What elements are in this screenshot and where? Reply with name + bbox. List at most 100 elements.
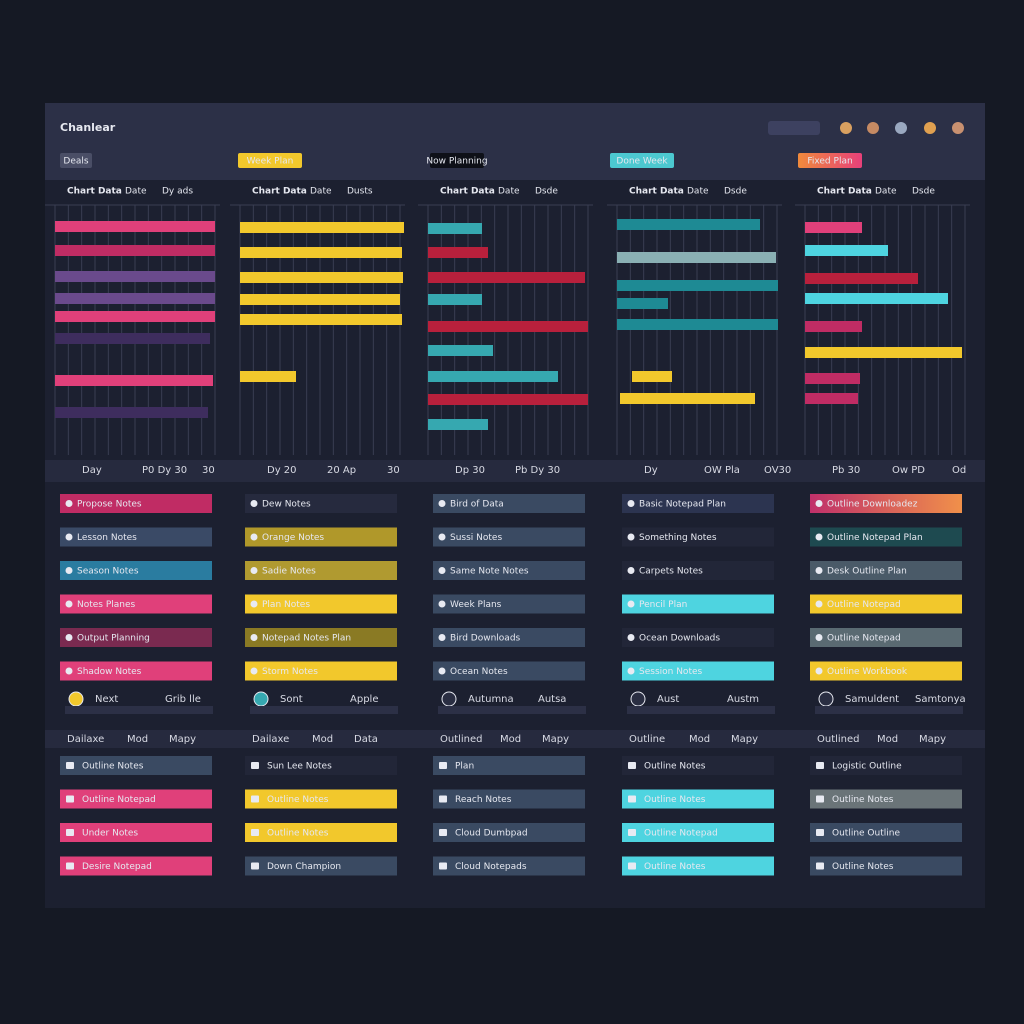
tab[interactable] — [610, 153, 674, 168]
item-label: Reach Notes — [455, 795, 512, 805]
task-card[interactable] — [810, 561, 962, 580]
axis-label: Pb 30 — [832, 465, 860, 476]
timeline-bar — [805, 393, 858, 404]
item-card[interactable] — [810, 823, 962, 842]
timeline-bar — [240, 294, 400, 305]
task-icon — [438, 533, 446, 541]
task-card[interactable] — [60, 594, 212, 614]
item-card[interactable] — [245, 856, 397, 876]
task-card[interactable] — [622, 661, 774, 681]
task-card[interactable] — [245, 561, 397, 580]
footer-label[interactable]: Samtonya — [915, 694, 966, 705]
view-toggle[interactable] — [768, 121, 820, 135]
item-icon — [251, 795, 259, 803]
footer-label[interactable]: Samuldent — [845, 694, 899, 705]
footer-label[interactable]: Austm — [727, 694, 759, 705]
timeline-bar — [617, 252, 776, 263]
item-card[interactable] — [245, 789, 397, 809]
timeline-bar — [428, 272, 585, 283]
item-label: Cloud Dumbpad — [455, 829, 528, 839]
task-icon — [627, 500, 635, 507]
item-label: Sun Lee Notes — [267, 762, 332, 772]
task-card[interactable] — [622, 628, 774, 647]
task-card[interactable] — [245, 527, 397, 547]
item-label: Desire Notepad — [82, 862, 152, 872]
tab[interactable] — [430, 153, 484, 168]
footer-label[interactable]: Apple — [350, 694, 378, 705]
item-card[interactable] — [810, 789, 962, 809]
item-card[interactable] — [433, 823, 585, 842]
column-heading: Dsde — [912, 187, 935, 197]
item-card[interactable] — [245, 756, 397, 775]
task-card[interactable] — [433, 661, 585, 681]
footer-label[interactable]: Autsa — [538, 694, 566, 705]
footer-label[interactable]: Sont — [280, 694, 303, 705]
tab[interactable] — [60, 153, 92, 168]
item-card[interactable] — [60, 789, 212, 809]
item-label: Outline Notepad — [644, 829, 718, 839]
task-card[interactable] — [810, 527, 962, 547]
task-card[interactable] — [810, 661, 962, 681]
task-card[interactable] — [245, 494, 397, 513]
tab[interactable] — [798, 153, 862, 168]
avatar[interactable] — [867, 122, 879, 134]
axis-label: 30 — [387, 465, 400, 476]
task-card[interactable] — [810, 494, 962, 513]
task-label: Notes Planes — [77, 600, 136, 610]
task-card[interactable] — [810, 628, 962, 647]
task-card[interactable] — [810, 594, 962, 614]
task-card[interactable] — [245, 661, 397, 681]
item-card[interactable] — [622, 823, 774, 842]
footer-bar — [627, 706, 775, 714]
footer-label[interactable]: Autumna — [468, 694, 514, 705]
task-label: Outline Downloadez — [827, 500, 918, 510]
footer-label[interactable]: Aust — [657, 694, 679, 705]
task-card[interactable] — [60, 494, 212, 513]
task-card[interactable] — [433, 527, 585, 547]
item-card[interactable] — [810, 856, 962, 876]
task-card[interactable] — [622, 594, 774, 614]
item-icon — [628, 862, 636, 870]
item-card[interactable] — [810, 756, 962, 775]
item-card[interactable] — [433, 856, 585, 876]
task-label: Storm Notes — [262, 667, 318, 677]
subheader-label: Outlined — [440, 734, 483, 745]
tab[interactable] — [238, 153, 302, 168]
item-card[interactable] — [60, 856, 212, 876]
column-heading: Chart Data — [252, 187, 307, 197]
task-card[interactable] — [433, 561, 585, 580]
axis-band — [45, 460, 985, 482]
timeline-bar — [632, 371, 672, 382]
subheader-label: Dailaxe — [252, 734, 289, 745]
task-card[interactable] — [60, 561, 212, 580]
task-card[interactable] — [245, 594, 397, 614]
task-card[interactable] — [60, 628, 212, 647]
avatar[interactable] — [895, 122, 907, 134]
task-card[interactable] — [622, 494, 774, 513]
timeline-bar — [55, 221, 215, 232]
item-card[interactable] — [622, 789, 774, 809]
task-card[interactable] — [60, 527, 212, 547]
item-card[interactable] — [60, 823, 212, 842]
task-card[interactable] — [245, 628, 397, 647]
item-card[interactable] — [622, 756, 774, 775]
item-card[interactable] — [433, 789, 585, 809]
footer-label[interactable]: Grib lle — [165, 694, 201, 705]
item-card[interactable] — [622, 856, 774, 876]
item-card[interactable] — [245, 823, 397, 842]
task-card[interactable] — [433, 628, 585, 647]
task-card[interactable] — [60, 661, 212, 681]
avatar[interactable] — [840, 122, 852, 134]
timeline-bar — [428, 321, 588, 332]
task-card[interactable] — [433, 494, 585, 513]
task-card[interactable] — [622, 527, 774, 547]
avatar[interactable] — [924, 122, 936, 134]
task-icon — [438, 634, 446, 641]
task-card[interactable] — [433, 594, 585, 614]
task-card[interactable] — [622, 561, 774, 580]
item-card[interactable] — [60, 756, 212, 775]
item-card[interactable] — [433, 756, 585, 775]
axis-label: P0 Dy 30 — [142, 465, 187, 476]
footer-label[interactable]: Next — [95, 694, 118, 705]
avatar[interactable] — [952, 122, 964, 134]
